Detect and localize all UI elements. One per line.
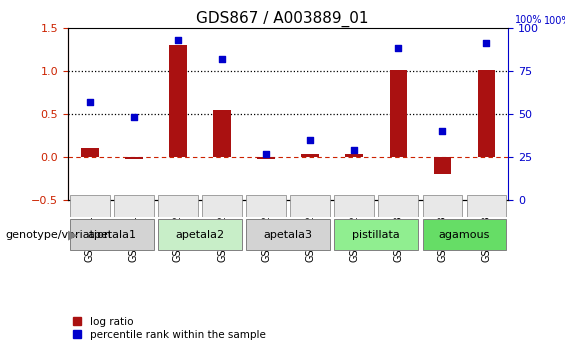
FancyBboxPatch shape bbox=[334, 219, 418, 250]
Bar bbox=[301, 154, 319, 157]
FancyBboxPatch shape bbox=[158, 195, 198, 217]
FancyBboxPatch shape bbox=[246, 219, 330, 250]
Bar bbox=[125, 157, 143, 159]
FancyBboxPatch shape bbox=[114, 195, 154, 217]
Text: GDS867 / A003889_01: GDS867 / A003889_01 bbox=[196, 10, 369, 27]
Bar bbox=[345, 155, 363, 157]
FancyBboxPatch shape bbox=[246, 195, 286, 217]
FancyBboxPatch shape bbox=[202, 195, 242, 217]
Point bbox=[394, 46, 403, 51]
Bar bbox=[433, 157, 451, 174]
FancyBboxPatch shape bbox=[379, 195, 418, 217]
FancyBboxPatch shape bbox=[467, 195, 506, 217]
Point bbox=[306, 137, 315, 142]
FancyBboxPatch shape bbox=[423, 219, 506, 250]
Point bbox=[350, 147, 359, 153]
Text: agamous: agamous bbox=[439, 230, 490, 239]
Point bbox=[129, 115, 138, 120]
Point bbox=[218, 56, 227, 61]
Text: genotype/variation: genotype/variation bbox=[6, 230, 112, 239]
Point bbox=[262, 151, 271, 156]
Bar bbox=[81, 148, 99, 157]
Text: apetala2: apetala2 bbox=[176, 230, 224, 239]
Bar bbox=[169, 45, 187, 157]
Text: pistillata: pistillata bbox=[353, 230, 400, 239]
FancyBboxPatch shape bbox=[290, 195, 330, 217]
Point bbox=[482, 40, 491, 46]
Bar bbox=[213, 110, 231, 157]
Text: 100%: 100% bbox=[515, 15, 543, 25]
Text: ▶: ▶ bbox=[68, 228, 77, 241]
Text: 100%: 100% bbox=[544, 16, 565, 26]
FancyBboxPatch shape bbox=[70, 219, 154, 250]
Bar bbox=[257, 157, 275, 159]
Point bbox=[85, 99, 94, 105]
FancyBboxPatch shape bbox=[158, 219, 242, 250]
FancyBboxPatch shape bbox=[334, 195, 374, 217]
FancyBboxPatch shape bbox=[70, 195, 110, 217]
Bar bbox=[389, 70, 407, 157]
FancyBboxPatch shape bbox=[423, 195, 462, 217]
Bar bbox=[477, 70, 496, 157]
Text: apetala3: apetala3 bbox=[264, 230, 312, 239]
Text: apetala1: apetala1 bbox=[88, 230, 136, 239]
Point bbox=[173, 37, 182, 42]
Point bbox=[438, 128, 447, 134]
Legend: log ratio, percentile rank within the sample: log ratio, percentile rank within the sa… bbox=[73, 317, 266, 340]
